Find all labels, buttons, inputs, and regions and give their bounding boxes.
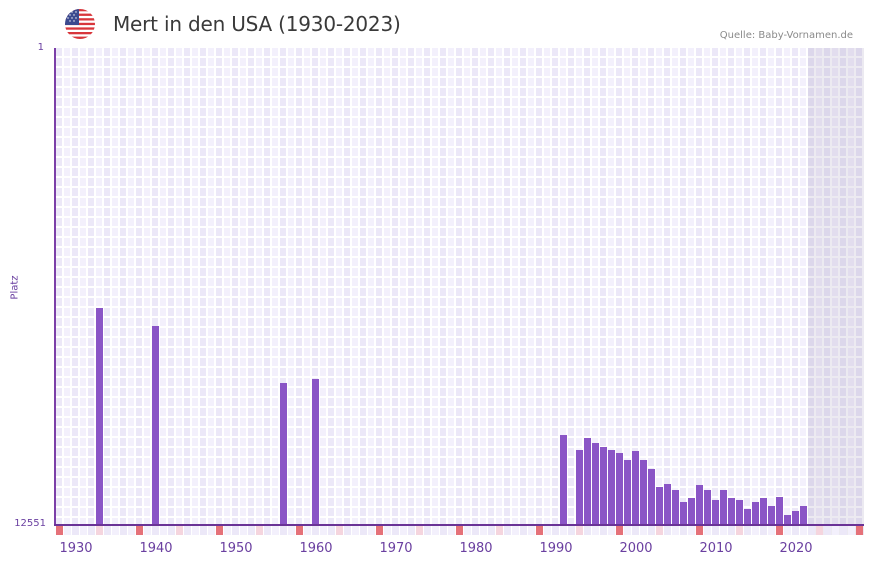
bar-2002[interactable] xyxy=(648,469,655,525)
x-tick-label: 1980 xyxy=(459,541,493,556)
grid-background xyxy=(56,48,862,525)
x-tick-label: 1940 xyxy=(139,541,173,556)
bar-1993[interactable] xyxy=(576,450,583,525)
plot-area xyxy=(56,48,864,525)
bar-2011[interactable] xyxy=(720,489,727,525)
bar-2007[interactable] xyxy=(688,497,695,525)
bar-2005[interactable] xyxy=(672,489,679,525)
bar-2016[interactable] xyxy=(760,497,767,525)
bar-2020[interactable] xyxy=(792,511,799,525)
source-credit: Quelle: Baby-Vornamen.de xyxy=(719,30,853,41)
bar-2021[interactable] xyxy=(800,505,807,525)
bar-2003[interactable] xyxy=(656,486,663,525)
x-tick-label: 1960 xyxy=(299,541,333,556)
x-tick-label: 1970 xyxy=(379,541,413,556)
future-shade xyxy=(808,48,864,535)
bar-1994[interactable] xyxy=(584,438,591,525)
x-axis-baseline xyxy=(54,524,864,526)
bar-1998[interactable] xyxy=(616,452,623,525)
bar-2017[interactable] xyxy=(768,505,775,525)
bar-2013[interactable] xyxy=(736,499,743,525)
y-axis-line xyxy=(54,48,56,526)
bar-2019[interactable] xyxy=(784,515,791,525)
bar-2001[interactable] xyxy=(640,460,647,525)
y-axis-bottom-label: 12551 xyxy=(14,518,46,529)
bar-2018[interactable] xyxy=(776,496,783,525)
bar-1996[interactable] xyxy=(600,446,607,525)
x-tick-label: 1990 xyxy=(539,541,573,556)
y-axis-title: Platz xyxy=(9,275,21,300)
bar-2008[interactable] xyxy=(696,485,703,525)
bar-2000[interactable] xyxy=(632,451,639,525)
bar-1960[interactable] xyxy=(312,379,319,525)
bar-1956[interactable] xyxy=(280,383,287,525)
bar-2004[interactable] xyxy=(664,483,671,525)
bar-2012[interactable] xyxy=(728,497,735,525)
usa-flag-icon xyxy=(65,9,95,39)
bar-1933[interactable] xyxy=(96,307,103,525)
bar-2009[interactable] xyxy=(704,489,711,525)
chart-title: Mert in den USA (1930-2023) xyxy=(113,12,401,36)
bar-1997[interactable] xyxy=(608,449,615,525)
bar-1999[interactable] xyxy=(624,460,631,525)
x-tick-label: 1930 xyxy=(59,541,93,556)
x-tick-label: 2020 xyxy=(779,541,813,556)
x-tick-label: 2000 xyxy=(619,541,653,556)
year-marker-strip xyxy=(56,526,863,535)
bar-2015[interactable] xyxy=(752,501,759,525)
bar-1940[interactable] xyxy=(152,326,159,525)
bar-2006[interactable] xyxy=(680,501,687,525)
x-tick-label: 1950 xyxy=(219,541,253,556)
bar-1991[interactable] xyxy=(560,435,567,525)
bar-2010[interactable] xyxy=(712,499,719,525)
bar-2014[interactable] xyxy=(744,508,751,525)
x-tick-label: 2010 xyxy=(699,541,733,556)
bar-1995[interactable] xyxy=(592,443,599,525)
y-axis-top-label: 1 xyxy=(37,42,44,53)
